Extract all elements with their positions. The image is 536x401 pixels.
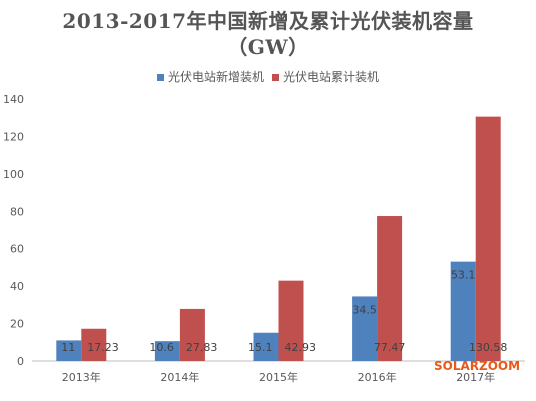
data-labels: 11 17.23 10.6 27.83 15.1 42.93 34.5 77.47 53.1 13…	[61, 269, 507, 354]
bar-cumulative-capacity	[475, 116, 501, 361]
data-label-cumulative: 27.83	[186, 341, 218, 354]
y-tick-label: 100	[3, 168, 24, 181]
x-tick-label: 2015年	[259, 370, 298, 384]
chart-title: 2013-2017年中国新增及累计光伏装机容量	[62, 9, 474, 33]
bar-new-capacity	[154, 341, 180, 361]
bar-cumulative-capacity	[179, 308, 205, 361]
watermark-solarzoom: SOLARZOOM	[434, 359, 520, 373]
y-tick-label: 60	[10, 243, 24, 256]
bar-new-capacity	[56, 340, 82, 361]
y-tick-label: 80	[10, 205, 24, 218]
bars	[56, 116, 501, 361]
chart-subtitle: （GW）	[227, 35, 309, 59]
data-label-new: 11	[61, 341, 75, 354]
x-tick-label: 2013年	[62, 370, 101, 384]
legend-swatch	[272, 74, 279, 81]
chart-legend: 光伏电站新增装机 光伏电站累计装机	[157, 69, 379, 84]
data-label-new: 34.5	[352, 303, 377, 316]
x-axis: 2013年 2014年 2015年 2016年 2017年	[32, 360, 525, 384]
y-tick-label: 140	[3, 93, 24, 106]
y-tick-label: 40	[10, 280, 24, 293]
data-label-cumulative: 130.58	[469, 341, 508, 354]
y-tick-label: 20	[10, 318, 24, 331]
bar-cumulative-capacity	[81, 328, 107, 361]
legend-label: 光伏电站累计装机	[283, 70, 379, 84]
data-label-cumulative: 42.93	[285, 341, 317, 354]
data-label-new: 15.1	[248, 341, 273, 354]
data-label-cumulative: 17.23	[87, 341, 119, 354]
legend-swatch	[157, 74, 164, 81]
data-label-new: 53.1	[451, 269, 476, 282]
legend-label: 光伏电站新增装机	[168, 69, 264, 84]
y-tick-label: 120	[3, 130, 24, 143]
chart-title-block: 2013-2017年中国新增及累计光伏装机容量 （GW）	[0, 8, 536, 60]
y-tick-label: 0	[17, 355, 24, 368]
x-tick-label: 2016年	[358, 370, 397, 384]
x-tick-label: 2017年	[456, 370, 495, 384]
bar-new-capacity	[253, 332, 279, 361]
data-label-new: 10.6	[149, 341, 174, 354]
x-tick-label: 2014年	[160, 370, 199, 384]
bar-cumulative-capacity	[278, 280, 304, 361]
y-axis: 0 20 40 60 80 100 120 140	[3, 93, 24, 368]
data-label-cumulative: 77.47	[374, 341, 406, 354]
bar-cumulative-capacity	[377, 216, 403, 361]
bar-new-capacity	[450, 261, 476, 361]
bar-new-capacity	[352, 296, 378, 361]
